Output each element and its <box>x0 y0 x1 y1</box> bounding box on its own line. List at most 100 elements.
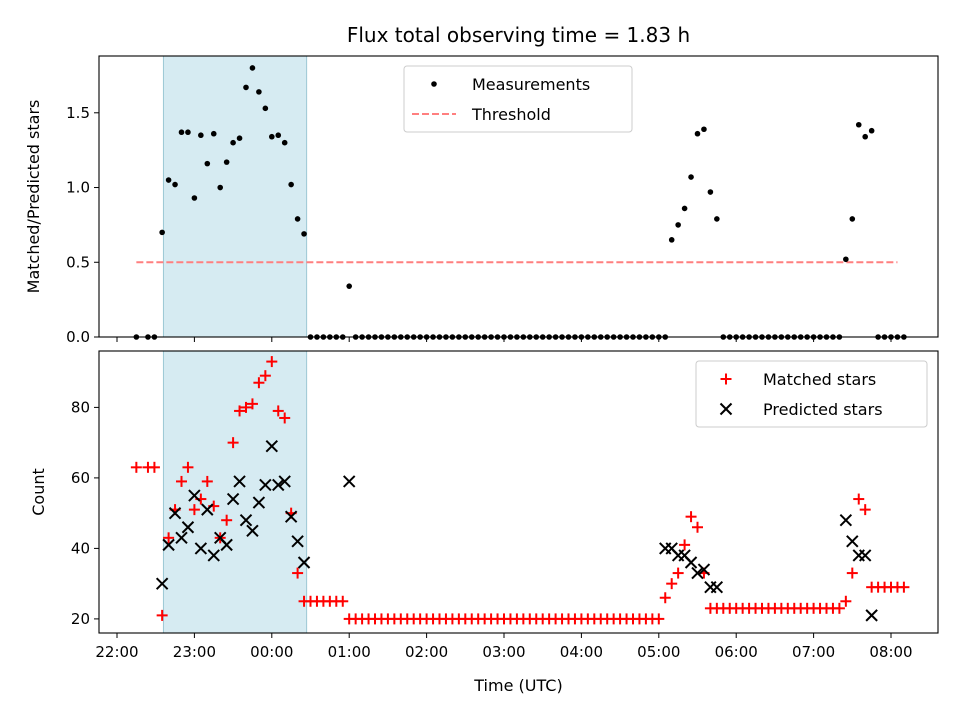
top-legend: Measurements Threshold <box>403 65 633 133</box>
x-tick-label: 04:00 <box>560 643 603 661</box>
matched-star-point <box>240 401 252 413</box>
measurement-point <box>172 181 178 188</box>
measurement-point <box>701 126 707 133</box>
measurement-point <box>346 283 353 289</box>
top-y-axis-label: Matched/Predicted stars <box>24 100 43 294</box>
predicted-star-point <box>207 549 220 562</box>
matched-star-point <box>234 405 246 417</box>
x-stroke-b <box>665 542 678 555</box>
predicted-star-point <box>697 563 711 576</box>
y-tick-label: 60 <box>71 469 90 487</box>
measurement-point <box>198 132 204 139</box>
measurement-point <box>275 132 282 139</box>
measurement-point <box>249 65 256 71</box>
matched-star-point <box>840 595 852 607</box>
predicted-star-point <box>155 577 169 590</box>
x-stroke-b <box>697 563 711 576</box>
predicted-star-point <box>220 538 233 552</box>
x-stroke-b <box>168 506 182 520</box>
predicted-star-point <box>168 506 182 520</box>
top-legend-box <box>403 65 633 133</box>
x-stroke-b <box>259 478 272 492</box>
predicted-star-point <box>226 492 240 506</box>
top-panel-series <box>133 65 907 340</box>
measurement-point <box>262 105 269 112</box>
bottom-legend-box <box>695 360 928 428</box>
measurement-point <box>288 181 294 188</box>
x-stroke-b <box>207 549 220 562</box>
x-stroke-b <box>846 535 859 548</box>
chart-title: Flux total observing time = 1.83 h <box>347 23 690 47</box>
measurement-point <box>185 129 191 136</box>
x-tick-label: 08:00 <box>869 643 912 661</box>
x-stroke-b <box>252 496 266 509</box>
predicted-star-point <box>342 475 356 488</box>
bottom-y-axis-label: Count <box>29 468 48 516</box>
matched-star-point <box>130 461 142 473</box>
x-stroke-b <box>175 531 188 545</box>
matched-star-point <box>337 595 349 607</box>
measurement-point <box>855 121 862 128</box>
matched-star-point <box>266 356 278 368</box>
predicted-star-point <box>272 478 285 492</box>
x-tick-label: 05:00 <box>637 643 680 661</box>
measurement-point <box>868 127 875 134</box>
predicted-star-point <box>252 496 266 509</box>
legend-measurements-marker <box>431 81 437 87</box>
measurement-point <box>281 139 288 146</box>
matched-star-point <box>188 504 200 516</box>
predicted-star-point <box>278 475 291 488</box>
predicted-star-point <box>233 475 246 488</box>
bottom-panel-series <box>130 356 910 625</box>
measurement-point <box>223 159 230 165</box>
measurement-point <box>178 129 185 136</box>
matched-star-point <box>227 437 239 449</box>
measurement-point <box>269 133 275 140</box>
predicted-star-point <box>246 524 259 537</box>
predicted-star-point <box>175 531 188 545</box>
measurement-point <box>159 229 165 236</box>
legend-measurements-label: Measurements <box>472 75 590 94</box>
x-stroke-b <box>291 535 304 548</box>
top-panel-shaded-interval <box>162 55 308 338</box>
bottom-panel-frame <box>98 350 939 634</box>
matched-star-point <box>653 613 665 625</box>
bottom-panel-y-ticks: 20 40 60 80 <box>71 398 99 628</box>
x-stroke-b <box>272 478 285 492</box>
matched-star-point <box>659 592 671 604</box>
x-stroke-b <box>162 538 175 552</box>
measurement-point <box>843 256 849 263</box>
measurement-point <box>210 130 217 137</box>
predicted-star-point <box>297 556 311 569</box>
y-tick-label: 20 <box>71 610 90 628</box>
x-tick-label: 22:00 <box>95 643 138 661</box>
x-stroke-b <box>265 439 279 453</box>
x-stroke-b <box>181 521 195 534</box>
legend-threshold-label: Threshold <box>471 105 551 124</box>
matched-star-point <box>201 475 213 487</box>
x-tick-label: 07:00 <box>792 643 835 661</box>
matched-star-point <box>685 511 697 523</box>
x-stroke-b <box>284 510 298 523</box>
x-tick-label: 00:00 <box>250 643 293 661</box>
measurement-point <box>714 216 720 222</box>
legend-x-glyph <box>719 402 733 416</box>
matched-star-point <box>279 412 291 424</box>
x-tick-label: 03:00 <box>482 643 525 661</box>
matched-star-point <box>259 370 271 382</box>
measurement-point <box>191 195 198 201</box>
measurement-point <box>217 184 223 191</box>
x-axis-label: Time (UTC) <box>473 676 562 695</box>
matched-star-point <box>666 578 678 590</box>
x-stroke-b <box>155 577 169 590</box>
top-panel-frame <box>98 55 939 338</box>
predicted-star-point <box>265 439 279 453</box>
x-stroke-b <box>297 556 311 569</box>
bottom-panel: 20 40 60 80 22:00 23:00 00:00 01:00 02:00 03:00 0… <box>29 350 939 695</box>
x-stroke-b <box>858 549 872 562</box>
measurement-point <box>301 231 307 237</box>
predicted-star-point <box>291 535 304 548</box>
bottom-legend: Matched stars Predicted stars <box>695 360 928 428</box>
x-tick-label: 06:00 <box>715 643 758 661</box>
